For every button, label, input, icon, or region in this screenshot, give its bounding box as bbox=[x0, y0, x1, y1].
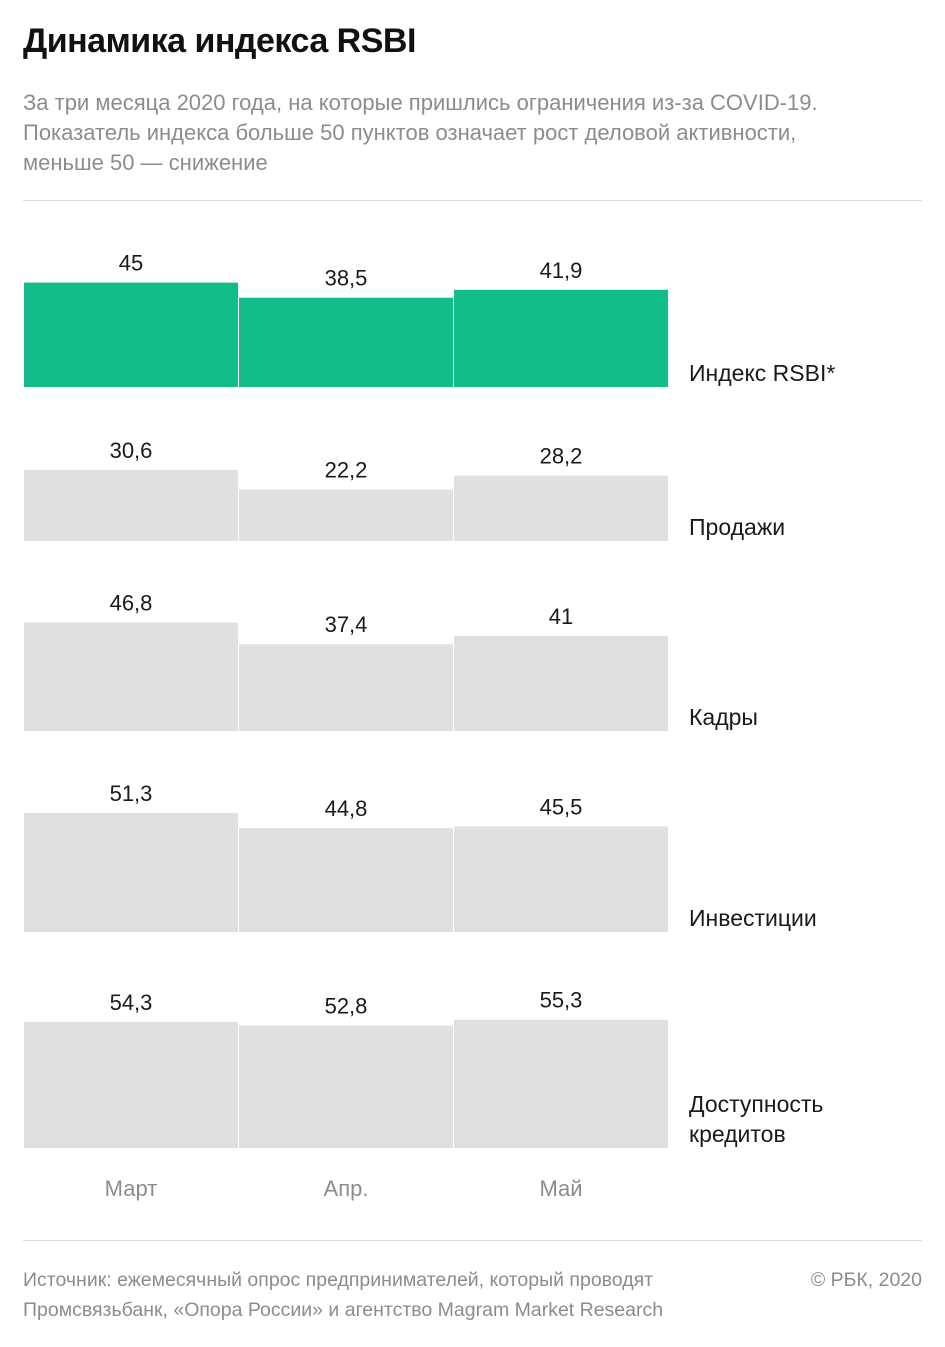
bar bbox=[239, 644, 453, 731]
value-label: 41,9 bbox=[540, 258, 583, 283]
value-label: 45,5 bbox=[540, 794, 583, 819]
value-label: 37,4 bbox=[325, 612, 368, 637]
value-label: 51,3 bbox=[110, 781, 153, 806]
value-label: 46,8 bbox=[110, 590, 153, 615]
value-label: 41 bbox=[549, 604, 573, 629]
value-label: 22,2 bbox=[325, 457, 368, 482]
bar bbox=[239, 828, 453, 932]
bar bbox=[24, 282, 238, 387]
series-label: Продажи bbox=[689, 514, 785, 540]
source-note: Источник: ежемесячный опрос предпринимат… bbox=[23, 1269, 664, 1321]
copyright-note: © РБК, 2020 bbox=[810, 1269, 922, 1291]
chart-subtitle: За три месяца 2020 года, на которые приш… bbox=[23, 90, 818, 175]
chart-title: Динамика индекса RSBI bbox=[23, 22, 416, 60]
value-label: 54,3 bbox=[110, 990, 153, 1015]
value-label: 45 bbox=[119, 251, 143, 276]
category-label: Май bbox=[539, 1176, 582, 1201]
bar bbox=[239, 297, 453, 387]
value-label: 44,8 bbox=[325, 796, 368, 821]
bar bbox=[24, 622, 238, 731]
series-label: Кадры bbox=[689, 704, 758, 730]
bar bbox=[454, 475, 668, 541]
bar bbox=[454, 826, 668, 932]
category-label: Апр. bbox=[324, 1176, 369, 1201]
value-label: 55,3 bbox=[540, 988, 583, 1013]
bar bbox=[24, 812, 238, 932]
bar-chart: 45 38,5 41,9 Индекс RSBI* 30,6 22,2 28,2 Продаж… bbox=[24, 251, 835, 1201]
category-label: Март bbox=[105, 1176, 158, 1201]
series-label: Индекс RSBI* bbox=[689, 360, 835, 386]
top-divider bbox=[23, 200, 922, 201]
bar bbox=[24, 1022, 238, 1148]
bottom-divider bbox=[23, 1240, 922, 1241]
bar bbox=[454, 289, 668, 387]
series-label: Доступность кредитов bbox=[689, 1091, 823, 1147]
value-label: 28,2 bbox=[540, 444, 583, 469]
value-label: 52,8 bbox=[325, 994, 368, 1019]
bar bbox=[454, 635, 668, 731]
value-label: 38,5 bbox=[325, 266, 368, 291]
bar bbox=[454, 1019, 668, 1148]
bar bbox=[239, 1025, 453, 1148]
value-label: 30,6 bbox=[110, 438, 153, 463]
bar bbox=[24, 470, 238, 541]
bar bbox=[239, 489, 453, 541]
series-label: Инвестиции bbox=[689, 905, 817, 931]
